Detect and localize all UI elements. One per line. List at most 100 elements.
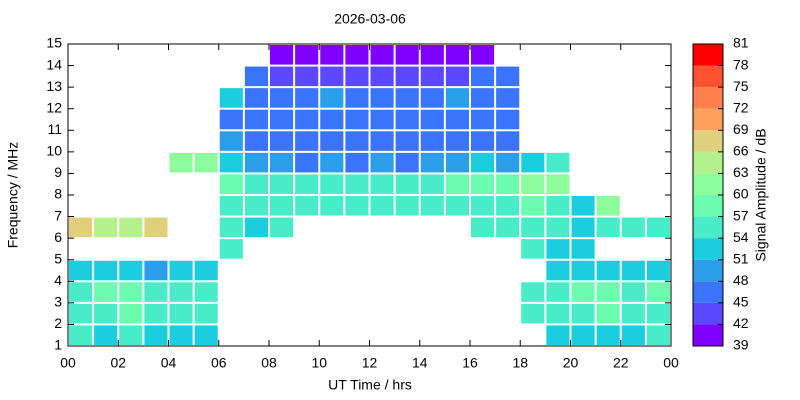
cell bbox=[69, 260, 93, 281]
colorbar-tick-label: 60 bbox=[733, 186, 749, 202]
cell bbox=[646, 303, 670, 324]
cell bbox=[370, 109, 394, 130]
cell bbox=[571, 239, 595, 259]
cell bbox=[496, 196, 520, 216]
y-tick-label: 15 bbox=[46, 35, 62, 51]
cell bbox=[194, 260, 218, 281]
cell bbox=[320, 88, 344, 108]
cell bbox=[571, 196, 595, 216]
cell bbox=[546, 152, 570, 173]
cell bbox=[571, 325, 595, 345]
cell bbox=[295, 152, 319, 173]
chart-title: 2026-03-06 bbox=[334, 11, 406, 27]
y-tick-label: 1 bbox=[54, 337, 62, 353]
colorbar-tick-label: 81 bbox=[733, 35, 749, 51]
cell bbox=[370, 152, 394, 173]
colorbar-band bbox=[693, 65, 723, 88]
cell bbox=[69, 303, 93, 324]
colorbar-band bbox=[693, 216, 723, 239]
cell bbox=[119, 325, 143, 345]
cell bbox=[219, 239, 243, 259]
x-tick-label: 14 bbox=[412, 355, 428, 371]
cell bbox=[646, 260, 670, 281]
cell bbox=[295, 66, 319, 87]
cell bbox=[596, 196, 620, 216]
cell bbox=[546, 282, 570, 302]
cell bbox=[521, 282, 545, 302]
cell bbox=[420, 109, 444, 130]
cell bbox=[169, 325, 193, 345]
cell bbox=[94, 325, 118, 345]
cell bbox=[244, 88, 268, 108]
cell bbox=[94, 260, 118, 281]
x-tick-label: 00 bbox=[663, 355, 679, 371]
cell bbox=[270, 45, 294, 65]
colorbar-band bbox=[693, 259, 723, 282]
colorbar-band bbox=[693, 238, 723, 260]
cell bbox=[345, 196, 369, 216]
cell bbox=[471, 45, 495, 65]
cell bbox=[496, 88, 520, 108]
cell bbox=[244, 217, 268, 238]
cell bbox=[144, 217, 168, 238]
cell bbox=[144, 282, 168, 302]
cell bbox=[571, 282, 595, 302]
cell bbox=[370, 131, 394, 151]
cell bbox=[69, 282, 93, 302]
cell bbox=[144, 303, 168, 324]
cell bbox=[244, 66, 268, 87]
colorbar-band bbox=[693, 108, 723, 131]
x-tick-label: 12 bbox=[362, 355, 378, 371]
colorbar-tick-label: 51 bbox=[733, 250, 749, 266]
cell bbox=[596, 282, 620, 302]
cell bbox=[395, 88, 419, 108]
x-tick-label: 04 bbox=[161, 355, 177, 371]
cell bbox=[370, 174, 394, 194]
colorbar-band bbox=[693, 324, 723, 346]
y-axis-label: Frequency / MHz bbox=[5, 142, 21, 249]
cell bbox=[169, 282, 193, 302]
cell bbox=[119, 217, 143, 238]
cell bbox=[445, 88, 469, 108]
cell bbox=[320, 131, 344, 151]
cell bbox=[420, 174, 444, 194]
cell bbox=[471, 152, 495, 173]
cell bbox=[546, 325, 570, 345]
cell bbox=[219, 174, 243, 194]
cell bbox=[370, 66, 394, 87]
colorbar-band bbox=[693, 281, 723, 303]
cell bbox=[270, 196, 294, 216]
cell bbox=[94, 303, 118, 324]
cell bbox=[395, 131, 419, 151]
cell bbox=[546, 239, 570, 259]
y-tick-label: 11 bbox=[47, 121, 62, 137]
cell bbox=[571, 303, 595, 324]
cell bbox=[521, 303, 545, 324]
cell bbox=[244, 196, 268, 216]
colorbar-band bbox=[693, 130, 723, 152]
colorbar-band bbox=[693, 44, 723, 66]
x-tick-label: 02 bbox=[110, 355, 126, 371]
cell bbox=[420, 88, 444, 108]
colorbar-tick-label: 39 bbox=[733, 337, 749, 353]
cell bbox=[445, 152, 469, 173]
cell bbox=[521, 196, 545, 216]
colorbar-band bbox=[693, 87, 723, 109]
cell bbox=[546, 303, 570, 324]
cell bbox=[345, 66, 369, 87]
cell bbox=[295, 131, 319, 151]
cell bbox=[496, 217, 520, 238]
cell bbox=[270, 66, 294, 87]
cell bbox=[94, 217, 118, 238]
colorbar-tick-label: 48 bbox=[733, 272, 749, 288]
cell bbox=[244, 152, 268, 173]
cell bbox=[270, 217, 294, 238]
cell bbox=[621, 325, 645, 345]
colorbar-tick-label: 66 bbox=[733, 143, 749, 159]
cell bbox=[646, 217, 670, 238]
colorbar-label: Signal Amplitude / dB bbox=[753, 128, 769, 261]
y-tick-label: 7 bbox=[54, 207, 62, 223]
cell bbox=[546, 174, 570, 194]
cell bbox=[194, 152, 218, 173]
x-tick-label: 06 bbox=[211, 355, 227, 371]
